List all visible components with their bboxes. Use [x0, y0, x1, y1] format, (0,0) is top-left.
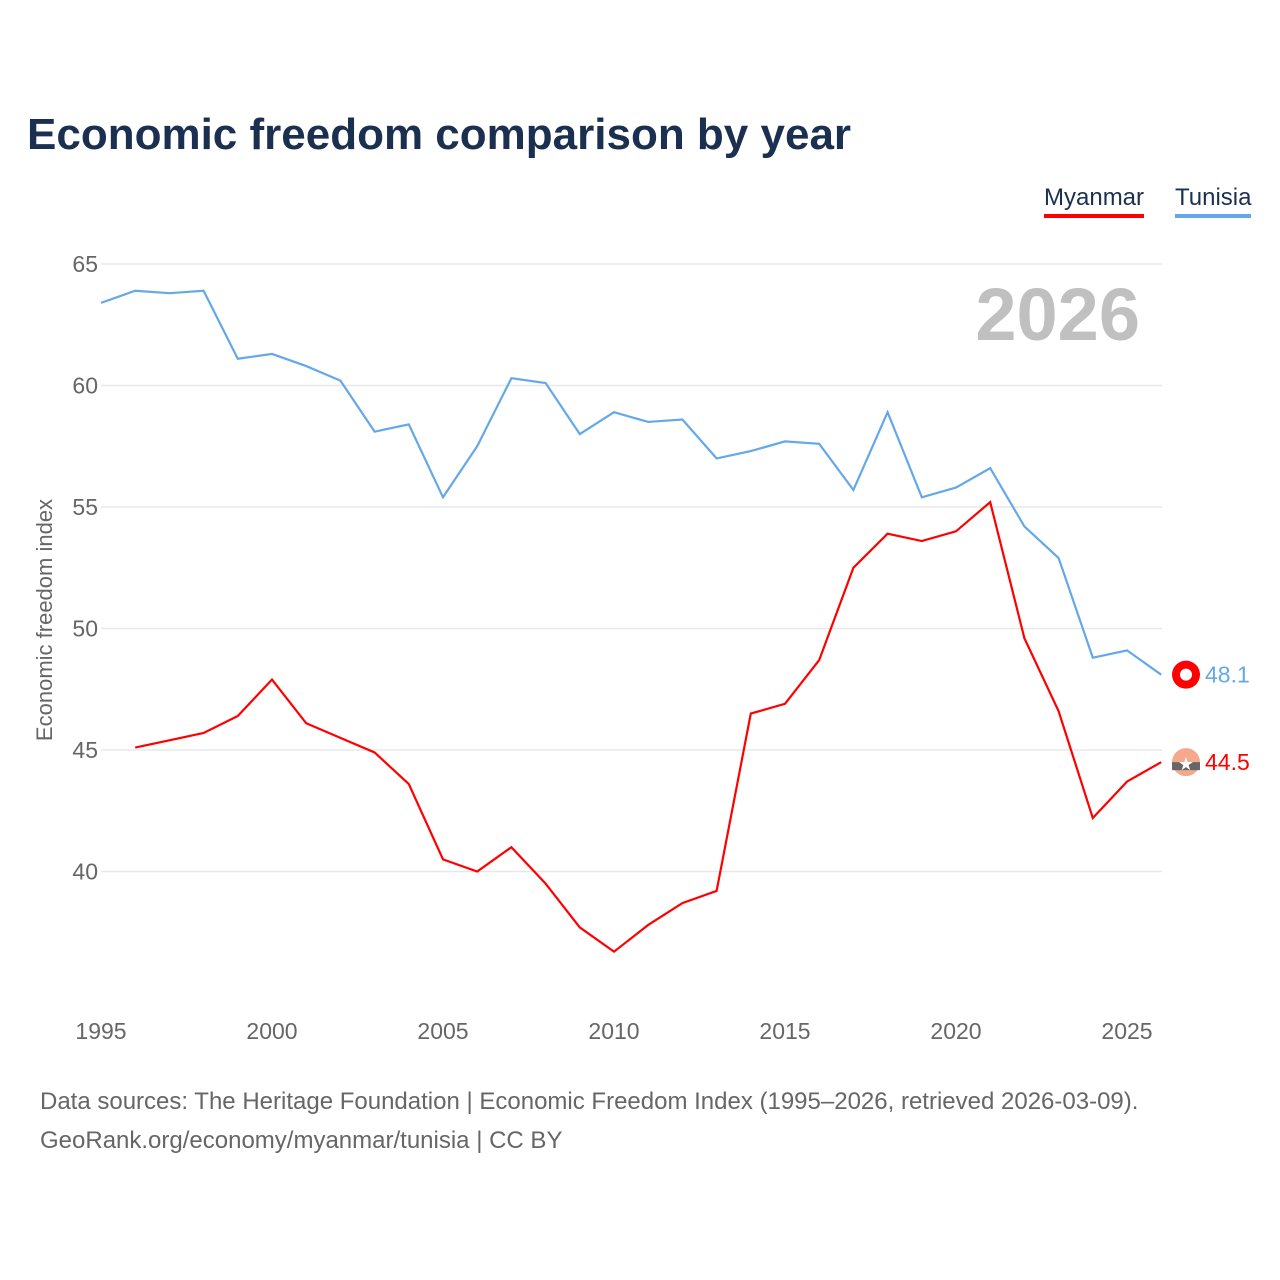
- y-tick-label: 65: [72, 251, 98, 277]
- series-line-tunisia: [100, 289, 1162, 676]
- flag-stripe: [1172, 762, 1200, 771]
- source-note: Data sources: The Heritage Foundation | …: [40, 1088, 1139, 1115]
- end-value-label: 48.1: [1205, 662, 1250, 688]
- y-tick-label: 40: [72, 859, 98, 885]
- end-value-label: 44.5: [1205, 749, 1250, 775]
- x-tick-label: 2020: [930, 1018, 981, 1044]
- legend-myanmar[interactable]: Myanmar: [1044, 184, 1145, 218]
- y-tick-label: 50: [72, 616, 98, 642]
- x-tick-label: 2005: [417, 1018, 468, 1044]
- y-tick-label: 55: [72, 494, 98, 520]
- chart-title: Economic freedom comparison by year: [27, 110, 852, 159]
- x-tick-label: 2025: [1101, 1018, 1152, 1044]
- year-watermark: 2026: [975, 273, 1140, 356]
- y-axis-title: Economic freedom index: [32, 499, 57, 741]
- y-tick-label: 45: [72, 737, 98, 763]
- x-tick-label: 2015: [759, 1018, 810, 1044]
- x-tick-label: 1995: [75, 1018, 126, 1044]
- flag-emblem-icon: [1180, 668, 1192, 681]
- x-tick-label: 2000: [246, 1018, 297, 1044]
- flag-star-icon: ★: [1178, 754, 1194, 774]
- y-tick-label: 60: [72, 373, 98, 399]
- series-line-myanmar: [134, 500, 1162, 954]
- legend-tunisia[interactable]: Tunisia: [1175, 184, 1252, 218]
- source-url: GeoRank.org/economy/myanmar/tunisia | CC…: [40, 1127, 563, 1154]
- x-tick-label: 2010: [588, 1018, 639, 1044]
